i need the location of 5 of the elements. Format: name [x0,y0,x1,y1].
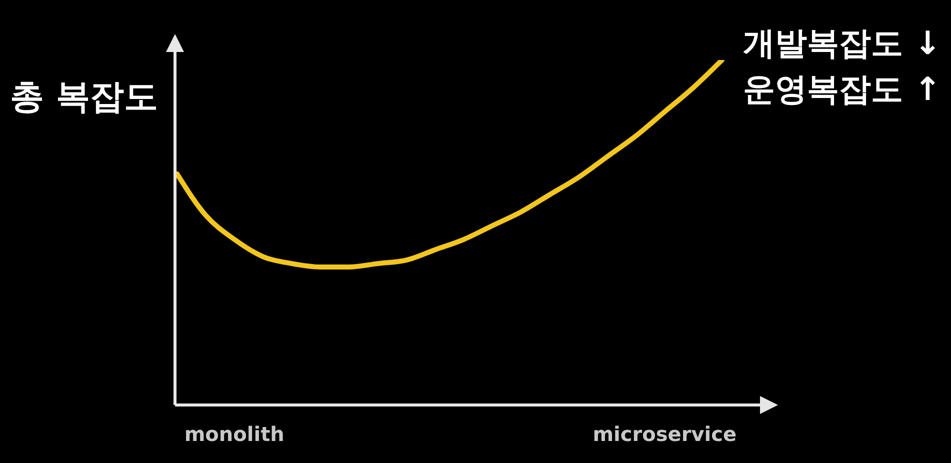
text: 개발복잡도 ↓ [743,23,941,64]
text: 운영복잡도 ↑ [743,69,941,110]
y-axis-title: 총 복잡도 [10,76,158,119]
x-tick-label: monolith [184,422,284,446]
x-tick-label: microservice [592,422,737,446]
